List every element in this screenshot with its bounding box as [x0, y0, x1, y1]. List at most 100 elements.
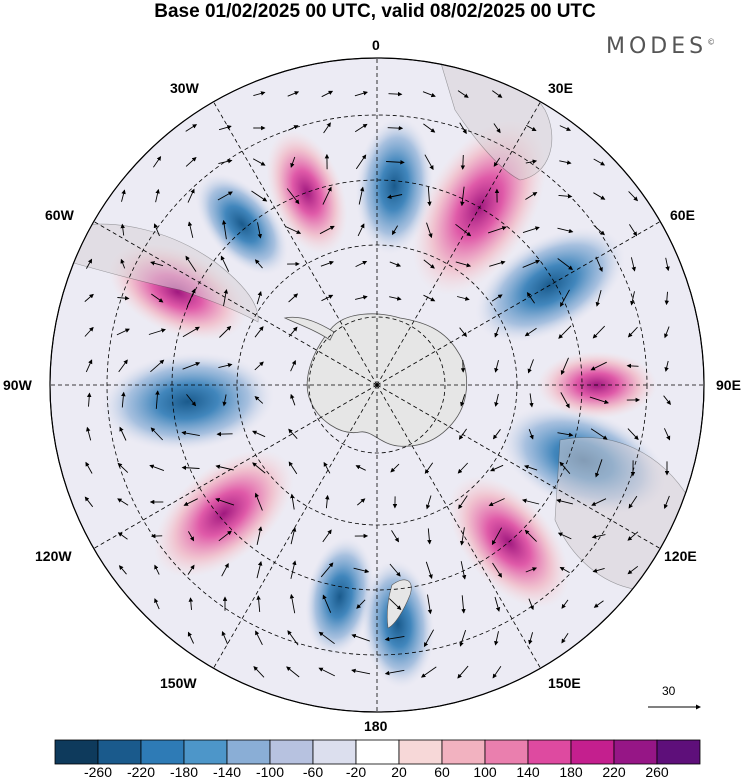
wind-vector — [556, 498, 574, 505]
wind-vector — [288, 428, 298, 439]
wind-vector — [493, 157, 501, 167]
wind-vector — [357, 223, 365, 237]
meridian-line — [376, 384, 661, 549]
wind-vector — [493, 123, 501, 134]
wind-vector — [354, 91, 368, 97]
colorbar-tick-label: 220 — [602, 764, 626, 780]
meridian-line — [376, 221, 661, 386]
wind-vector — [386, 160, 405, 165]
meridian-line — [213, 384, 378, 669]
lon-label-0: 0 — [372, 37, 380, 53]
wind-vector — [86, 426, 92, 441]
wind-vector — [215, 497, 235, 506]
wind-vector — [460, 154, 466, 170]
lon-label-60w: 60W — [45, 207, 74, 223]
colorbar-cell — [54, 739, 99, 765]
wind-vector — [384, 635, 405, 642]
colorbar-tick-label: 20 — [391, 764, 407, 780]
wind-vector — [664, 326, 670, 339]
map-title: Base 01/02/2025 00 UTC, valid 08/02/2025… — [154, 1, 596, 22]
wind-vector — [356, 599, 366, 609]
wind-vector — [627, 565, 639, 575]
wind-vector — [215, 464, 234, 471]
colorbar-tick-label: 60 — [434, 764, 450, 780]
lon-label-120e: 120E — [664, 548, 697, 564]
wind-vector — [524, 529, 537, 542]
wind-vector — [593, 158, 606, 166]
wind-vector — [492, 90, 503, 98]
wind-vector — [318, 667, 336, 677]
wind-vector — [663, 395, 671, 406]
wind-vector — [85, 359, 93, 373]
wind-vector — [121, 189, 126, 202]
lon-label-180: 180 — [364, 718, 388, 734]
wind-vector — [557, 227, 574, 234]
wind-vector — [120, 258, 126, 269]
wind-vector — [354, 295, 368, 300]
wind-vector — [121, 391, 126, 408]
wind-vector — [290, 156, 296, 168]
wind-vector — [84, 293, 94, 302]
wind-vector — [560, 289, 570, 307]
wind-vector — [423, 294, 436, 302]
wind-vector — [630, 291, 635, 306]
wind-vector — [525, 125, 537, 132]
wind-vector — [455, 223, 472, 237]
wind-vector — [252, 430, 266, 438]
wind-vector — [351, 633, 370, 642]
meridian-line — [93, 221, 378, 386]
wind-vector — [154, 598, 160, 610]
wind-vector — [427, 594, 433, 615]
wind-vector — [286, 666, 300, 678]
wind-vector — [628, 191, 639, 202]
wind-vector — [187, 188, 195, 203]
wind-vector — [153, 223, 160, 237]
wind-vector — [389, 296, 402, 301]
colorbar-cell — [527, 739, 572, 765]
wind-vector — [561, 632, 569, 644]
wind-vector — [458, 428, 467, 440]
wind-vector — [221, 630, 229, 645]
wind-vector — [391, 225, 398, 236]
wind-vector — [253, 666, 265, 678]
colorbar-cell — [97, 739, 142, 765]
wind-vector — [457, 665, 469, 679]
lon-label-30e: 30E — [548, 80, 573, 96]
wind-vector — [492, 429, 501, 440]
wind-vector — [186, 288, 196, 307]
colorbar-cell — [269, 739, 314, 765]
wind-vector — [455, 261, 472, 268]
wind-vector — [252, 158, 266, 166]
wind-vector — [185, 124, 198, 132]
wind-vector — [522, 498, 540, 505]
wind-vector — [522, 226, 540, 234]
meridian-line — [93, 384, 378, 549]
wind-vector — [322, 594, 332, 613]
wind-vector — [321, 90, 334, 98]
colorbar-cell — [398, 739, 443, 765]
wind-vector — [593, 600, 604, 608]
wind-vector — [525, 192, 538, 200]
wind-vector — [557, 258, 574, 271]
wind-vector — [183, 498, 198, 506]
wind-vector — [592, 567, 605, 573]
antarctic-peninsula — [283, 316, 335, 341]
graticule — [50, 58, 704, 712]
wind-vector — [256, 291, 262, 305]
wind-vector — [494, 596, 501, 612]
wind-vector — [627, 326, 638, 338]
meridian-line — [376, 101, 541, 386]
wind-vector — [290, 359, 296, 372]
lon-label-150w: 150W — [160, 675, 197, 691]
wind-vector — [528, 632, 534, 645]
lon-label-150e: 150E — [548, 675, 581, 691]
anomaly-center-negative — [195, 173, 289, 275]
wind-vector — [285, 226, 302, 234]
wind-vector — [423, 259, 435, 269]
wind-vector — [256, 561, 263, 579]
wind-vector — [595, 289, 602, 307]
lon-label-90w: 90W — [3, 377, 32, 393]
meridian-line — [376, 384, 541, 669]
wind-vector — [222, 394, 227, 407]
